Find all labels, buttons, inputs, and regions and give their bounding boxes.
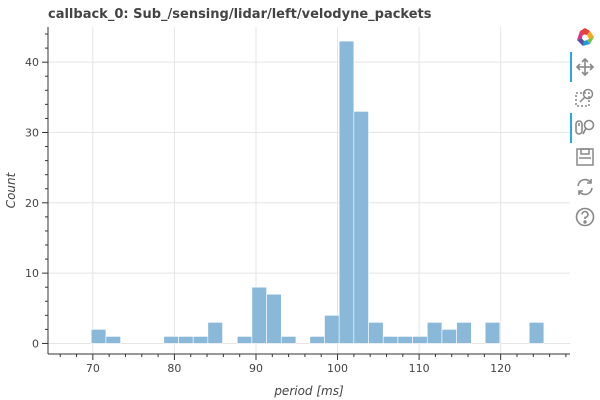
- y-tick-label: 10: [25, 267, 39, 280]
- chart-title: callback_0: Sub_/sensing/lidar/left/velo…: [48, 7, 432, 22]
- histogram-bar: [456, 322, 472, 344]
- y-axis-label: Count: [4, 171, 18, 208]
- y-tick-label: 0: [32, 337, 39, 350]
- y-tick-label: 20: [25, 197, 39, 210]
- histogram-bar: [382, 336, 399, 344]
- plot-toolbar: [570, 22, 600, 242]
- x-tick-label: 70: [86, 362, 100, 375]
- x-tick-label: 110: [409, 362, 430, 375]
- histogram-bar: [353, 111, 369, 344]
- histogram-bar: [236, 336, 253, 344]
- histogram-bar: [441, 329, 457, 344]
- histogram-bar: [266, 293, 282, 344]
- wheel-zoom-active-indicator: [570, 113, 572, 143]
- histogram-bar: [426, 322, 443, 344]
- y-tick-label: 40: [25, 56, 39, 69]
- histogram-bar: [178, 336, 194, 344]
- help-icon[interactable]: [574, 206, 596, 228]
- histogram-bar: [338, 40, 355, 344]
- histogram-bar: [324, 315, 340, 344]
- x-tick-label: 90: [249, 362, 263, 375]
- histogram-bar: [163, 336, 179, 344]
- histogram-bar: [412, 336, 428, 344]
- save-icon[interactable]: [574, 146, 596, 168]
- pan-icon[interactable]: [574, 56, 596, 78]
- histogram-bar: [105, 336, 121, 344]
- histogram-bar: [192, 336, 209, 344]
- histogram-bar: [251, 286, 267, 344]
- histogram-bar: [309, 336, 325, 344]
- histogram-bar: [528, 322, 545, 344]
- histogram-bar: [484, 322, 501, 344]
- histogram-bar: [90, 329, 107, 344]
- histogram-bar: [207, 322, 223, 344]
- histogram-bar: [280, 336, 297, 344]
- bokeh-logo-icon[interactable]: [574, 26, 596, 48]
- wheel-zoom-icon[interactable]: [574, 116, 596, 138]
- x-tick-label: 100: [327, 362, 348, 375]
- box-zoom-icon[interactable]: [574, 86, 596, 108]
- histogram-bar: [368, 322, 384, 344]
- histogram-bar: [397, 336, 413, 344]
- x-tick-label: 120: [490, 362, 511, 375]
- reset-icon[interactable]: [574, 176, 596, 198]
- x-axis-label: period [ms]: [273, 384, 344, 398]
- y-tick-label: 30: [25, 126, 39, 139]
- x-tick-label: 80: [167, 362, 181, 375]
- pan-active-indicator: [570, 52, 572, 82]
- histogram-chart: 70 80 90 100 110 120 0 10 20 30 40 period [ms] Count: [4, 27, 570, 398]
